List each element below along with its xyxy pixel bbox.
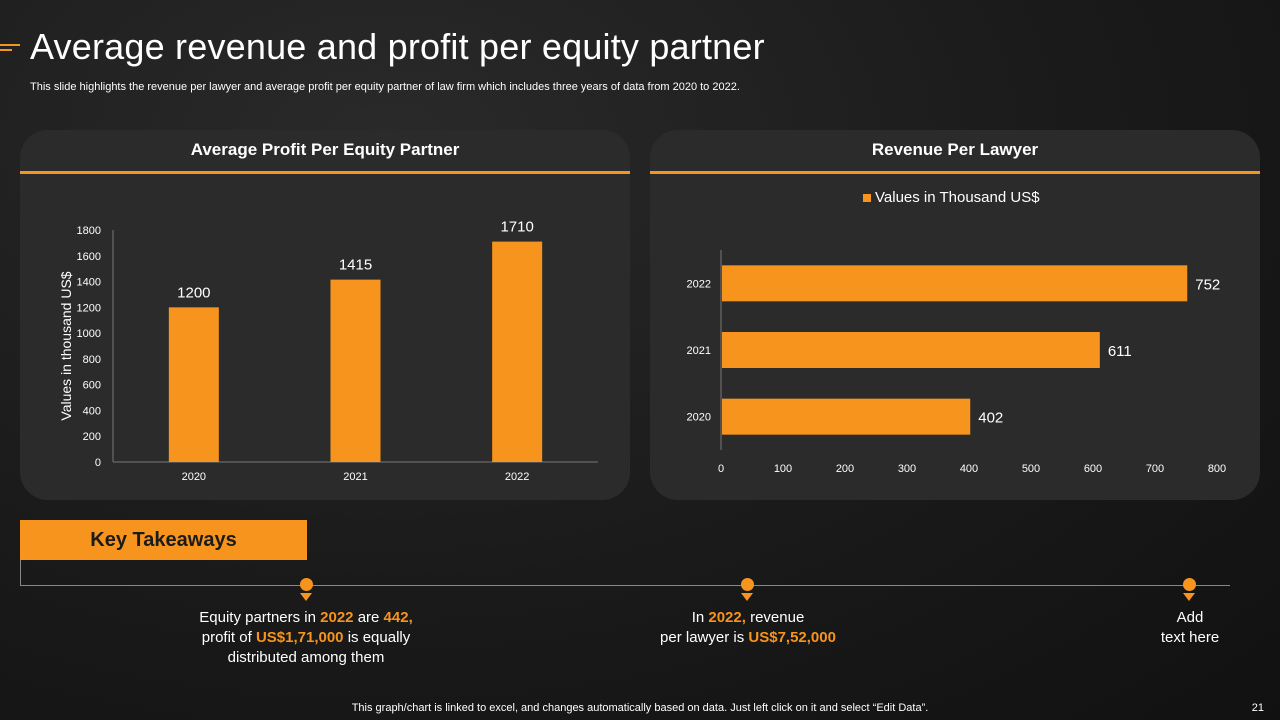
y-tick-label: 2021 xyxy=(687,345,711,357)
takeaway-2-highlight: US$7,52,000 xyxy=(748,629,836,646)
page-subtitle: This slide highlights the revenue per la… xyxy=(30,81,740,93)
bar xyxy=(722,265,1188,302)
revenue-bar-chart[interactable]: 0 100 200 300 400 500 600 700 800 402 2020 611 2021 7… xyxy=(650,130,1260,500)
timeline-dot-2 xyxy=(741,578,754,591)
takeaway-2-highlight: 2022, xyxy=(708,609,746,626)
y-tick-label: 2020 xyxy=(687,412,711,424)
profit-chart-title: Average Profit Per Equity Partner xyxy=(190,140,460,159)
y-tick-label: 1600 xyxy=(77,251,101,263)
takeaway-3: Add text here xyxy=(1110,608,1270,648)
data-label: 611 xyxy=(1108,343,1132,360)
y-tick-label: 1800 xyxy=(77,225,101,237)
x-tick-label: 700 xyxy=(1146,463,1164,475)
revenue-chart-rule xyxy=(650,171,1260,174)
profit-bar-chart[interactable]: Values in thousand US$ 0 200 400 600 800 1000… xyxy=(20,130,630,500)
takeaway-1-text: Equity partners in xyxy=(199,609,321,626)
takeaway-1-text: profit of xyxy=(201,629,256,646)
takeaway-3-text[interactable]: Add xyxy=(1176,609,1204,626)
takeaway-1-highlight: 442, xyxy=(383,609,413,626)
x-tick-label: 600 xyxy=(1084,463,1102,475)
takeaway-1: Equity partners in 2022 are 442, profit … xyxy=(166,608,446,668)
data-label: 1710 xyxy=(500,219,533,236)
data-label: 1415 xyxy=(339,257,372,274)
profit-chart-panel: Average Profit Per Equity Partner Values… xyxy=(20,130,630,500)
takeaway-1-text: is equally xyxy=(343,629,411,646)
y-tick-label: 800 xyxy=(83,354,101,366)
y-tick-label: 200 xyxy=(83,431,101,443)
data-label: 402 xyxy=(978,410,1003,427)
takeaways-timeline xyxy=(20,560,1230,586)
x-tick-label: 400 xyxy=(960,463,978,475)
revenue-chart-legend: Values in Thousand US$ xyxy=(863,189,1040,206)
timeline-dot-1 xyxy=(300,578,313,591)
bar xyxy=(330,279,381,462)
takeaway-2-text: In xyxy=(691,609,709,626)
data-label: 752 xyxy=(1195,276,1220,293)
bar xyxy=(492,241,543,462)
timeline-arrow-1 xyxy=(300,593,312,601)
timeline-arrow-3 xyxy=(1183,593,1195,601)
legend-label: Values in Thousand US$ xyxy=(875,189,1040,206)
bar xyxy=(722,398,971,435)
x-tick-label: 2021 xyxy=(343,471,367,483)
legend-swatch xyxy=(863,193,871,202)
bar xyxy=(168,307,219,462)
takeaway-3-text[interactable]: text here xyxy=(1160,629,1220,646)
y-tick-label: 2022 xyxy=(687,278,711,290)
profit-chart-rule xyxy=(20,171,630,174)
y-tick-label: 1000 xyxy=(77,328,101,340)
y-tick-label: 0 xyxy=(95,457,101,469)
takeaway-1-text: distributed among them xyxy=(227,649,385,666)
timeline-arrow-2 xyxy=(741,593,753,601)
takeaway-2-text: per lawyer is xyxy=(660,629,749,646)
profit-chart-y-axis-label: Values in thousand US$ xyxy=(58,271,74,420)
x-tick-label: 800 xyxy=(1208,463,1226,475)
title-accent-line-short xyxy=(0,49,12,51)
x-tick-label: 0 xyxy=(718,463,724,475)
y-tick-label: 1200 xyxy=(77,302,101,314)
revenue-chart-panel: Revenue Per Lawyer Values in Thousand US… xyxy=(650,130,1260,500)
y-tick-label: 400 xyxy=(83,405,101,417)
page-number: 21 xyxy=(1251,702,1264,714)
x-tick-label: 300 xyxy=(898,463,916,475)
revenue-chart-title: Revenue Per Lawyer xyxy=(871,140,1039,159)
takeaway-2: In 2022, revenue per lawyer is US$7,52,0… xyxy=(608,608,888,648)
takeaway-1-highlight: US$1,71,000 xyxy=(255,629,344,646)
y-tick-label: 600 xyxy=(83,380,101,392)
x-tick-label: 500 xyxy=(1022,463,1040,475)
x-tick-label: 2022 xyxy=(505,471,529,483)
title-accent-line xyxy=(0,44,20,46)
y-tick-label: 1400 xyxy=(77,277,101,289)
key-takeaways-header: Key Takeaways xyxy=(20,520,307,560)
takeaway-1-text: are xyxy=(353,609,384,626)
takeaway-2-text: revenue xyxy=(745,609,805,626)
bar xyxy=(722,332,1100,368)
x-tick-label: 100 xyxy=(774,463,792,475)
takeaway-1-highlight: 2022 xyxy=(320,609,354,626)
data-label: 1200 xyxy=(177,284,210,301)
x-tick-label: 200 xyxy=(836,463,854,475)
x-tick-label: 2020 xyxy=(182,471,206,483)
footer-note: This graph/chart is linked to excel, and… xyxy=(351,702,929,714)
page-title: Average revenue and profit per equity pa… xyxy=(30,26,765,67)
timeline-dot-3 xyxy=(1183,578,1196,591)
